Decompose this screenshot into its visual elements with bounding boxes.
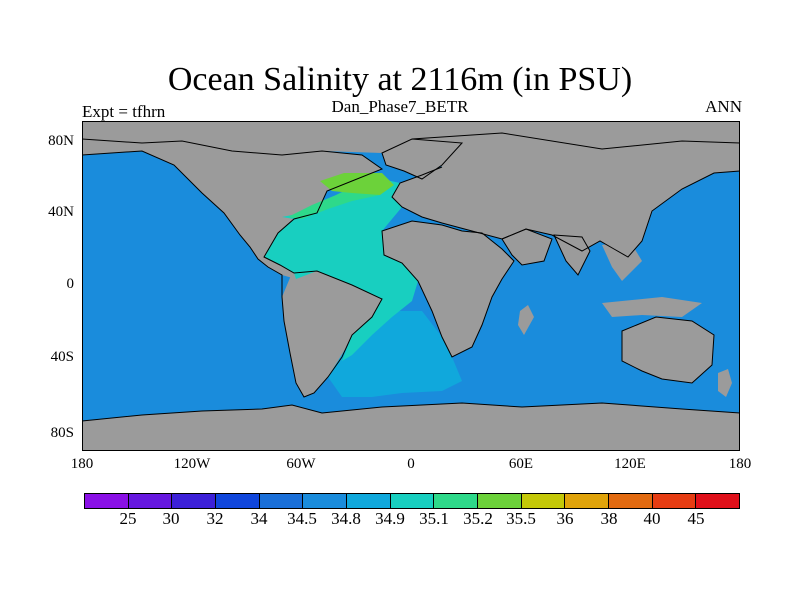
y-tick-label: 0 bbox=[66, 276, 75, 292]
south-america-land bbox=[282, 271, 382, 397]
y-tick-label: 40N bbox=[48, 204, 74, 220]
colorbar-segment bbox=[478, 494, 522, 508]
colorbar bbox=[84, 493, 740, 509]
colorbar-segment bbox=[259, 494, 304, 508]
colorbar-segment bbox=[521, 494, 566, 508]
india-land bbox=[554, 235, 590, 275]
colorbar-segment bbox=[609, 494, 653, 508]
colorbar-label: 32 bbox=[206, 509, 224, 528]
colorbar-segment bbox=[85, 494, 129, 508]
colorbar-label: 35.1 bbox=[419, 509, 449, 528]
colorbar-label: 35.5 bbox=[506, 509, 536, 528]
australia-land bbox=[622, 317, 714, 383]
labrador-zone bbox=[320, 173, 394, 195]
colorbar-label: 34.8 bbox=[331, 509, 361, 528]
colorbar-label: 25 bbox=[119, 509, 137, 528]
colorbar-segment bbox=[347, 494, 391, 508]
case-label: Dan_Phase7_BETR bbox=[331, 97, 469, 116]
arctic-land bbox=[82, 121, 740, 155]
map-frame bbox=[82, 121, 740, 451]
antarctica-land bbox=[82, 403, 740, 451]
colorbar-segment bbox=[390, 494, 435, 508]
x-tick-label: 0 bbox=[407, 456, 415, 472]
x-tick-label: 180 bbox=[728, 456, 752, 472]
southeast-asia-land bbox=[602, 241, 642, 281]
colorbar-label: 36 bbox=[556, 509, 574, 528]
y-tick-label: 40S bbox=[50, 349, 74, 365]
x-tick-label: 120W bbox=[173, 456, 211, 472]
colorbar-segment bbox=[216, 494, 260, 508]
new-zealand-land bbox=[718, 369, 732, 397]
coastlines bbox=[82, 132, 740, 422]
y-tick-label: 80S bbox=[50, 425, 74, 441]
x-tick-label: 60W bbox=[286, 456, 316, 472]
atlantic-zone bbox=[264, 179, 418, 361]
colorbar-segment bbox=[565, 494, 610, 508]
colorbar-label: 38 bbox=[600, 509, 618, 528]
x-tick-label: 120E bbox=[614, 456, 646, 472]
colorbar-label: 40 bbox=[643, 509, 661, 528]
colorbar-segment bbox=[128, 494, 173, 508]
north-america-land bbox=[82, 139, 382, 257]
central-america-land bbox=[250, 247, 296, 279]
x-tick-label: 180 bbox=[70, 456, 94, 472]
colorbar-label: 34 bbox=[250, 509, 268, 528]
period-label: ANN bbox=[705, 97, 742, 116]
colorbar-segment bbox=[434, 494, 479, 508]
colorbar-label: 34.9 bbox=[375, 509, 405, 528]
x-tick-label: 60E bbox=[508, 456, 534, 472]
plot-title: Ocean Salinity at 2116m (in PSU) bbox=[167, 61, 633, 98]
colorbar-segment bbox=[696, 494, 740, 508]
madagascar-land bbox=[518, 305, 534, 335]
indonesia-land bbox=[602, 297, 702, 317]
y-tick-label: 80N bbox=[48, 133, 74, 149]
eurasia-land bbox=[392, 133, 740, 257]
africa-land bbox=[382, 221, 514, 357]
colorbar-segment bbox=[303, 494, 348, 508]
colorbar-label: 30 bbox=[162, 509, 180, 528]
experiment-label: Expt = tfhrn bbox=[82, 102, 166, 121]
colorbar-segment bbox=[172, 494, 217, 508]
colorbar-segment bbox=[652, 494, 697, 508]
colorbar-label: 45 bbox=[687, 509, 705, 528]
colorbar-label: 34.5 bbox=[287, 509, 317, 528]
salinity-map bbox=[82, 121, 740, 451]
arabia-land bbox=[502, 229, 552, 265]
colorbar-label: 35.2 bbox=[463, 509, 493, 528]
